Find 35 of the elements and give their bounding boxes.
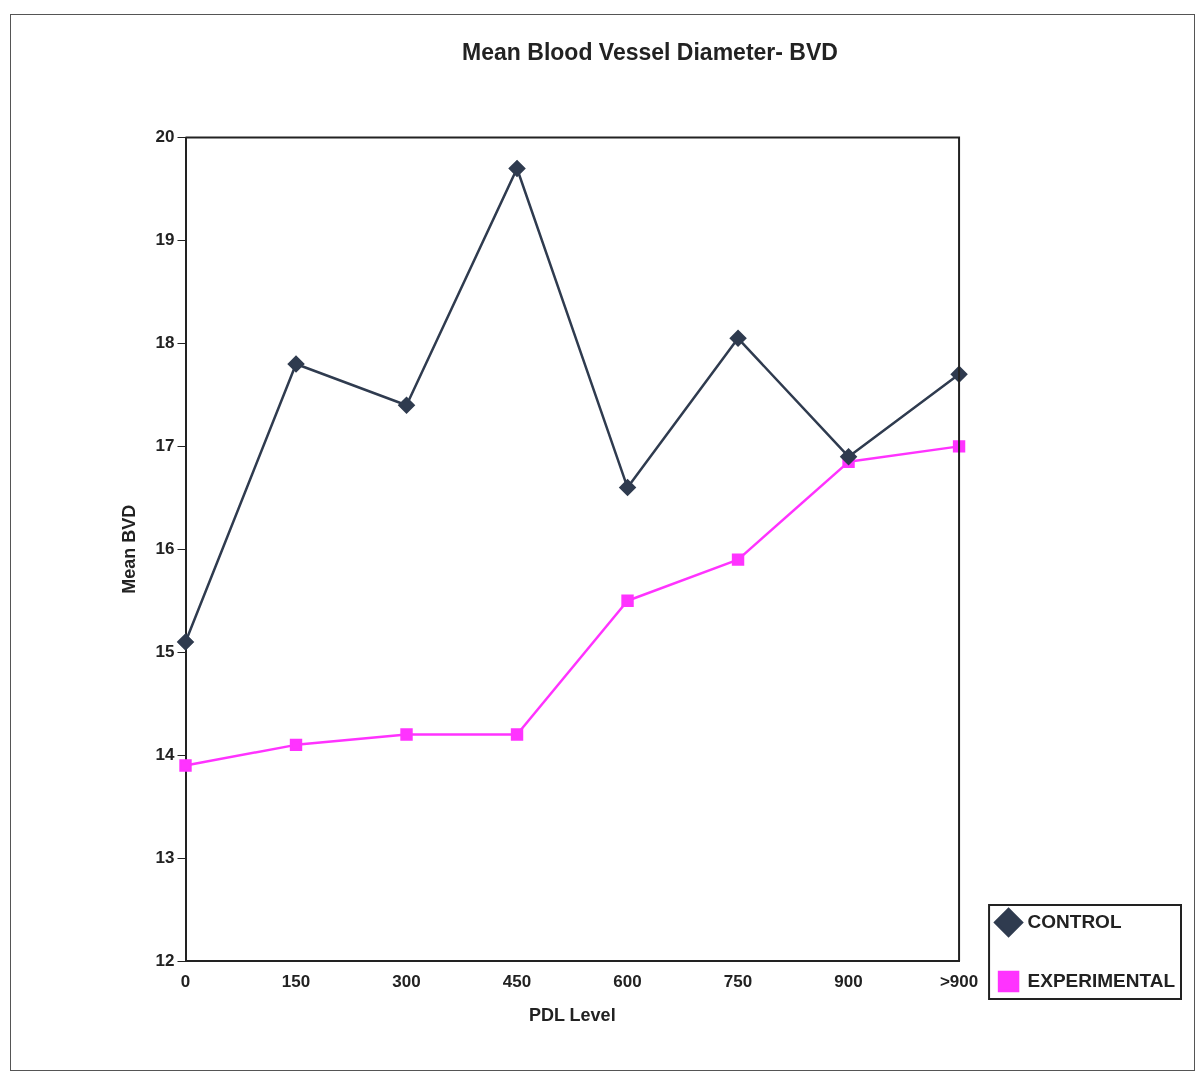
x-tick-label: 450 [502,971,532,991]
point [400,728,413,741]
y-tick-label: 14 [155,744,176,764]
y-tick-label: 15 [155,641,175,661]
point [729,330,747,347]
y-tick-label: 18 [155,333,175,353]
y-axis-title: Mean BVD [118,504,139,594]
x-tick-label: 150 [281,971,311,991]
y-tick-label: 12 [155,950,175,970]
point [731,553,745,566]
x-tick-label: 300 [392,971,421,991]
point [179,759,192,772]
chart-title: Mean Blood Vessel Diameter- BVD [462,39,838,66]
point [177,633,194,651]
x-tick-label: 900 [834,971,863,991]
point [510,728,524,741]
legend-label: EXPERIMENTAL [1027,969,1176,991]
point [398,396,415,414]
point [621,594,634,607]
x-tick-label: 750 [723,971,753,991]
point [287,355,305,373]
x-tick-label: >900 [939,971,979,991]
y-tick-label: 16 [155,538,175,558]
point [619,479,636,496]
x-axis-title: PDL Level [528,1005,616,1026]
legend-label: CONTROL [1027,910,1122,932]
x-tick-label: 600 [613,971,642,991]
point [289,738,303,752]
y-tick-label: 13 [155,847,175,867]
point [508,160,526,177]
y-tick-label: 20 [155,127,175,147]
y-tick-label: 19 [155,230,175,250]
point [840,448,857,465]
x-tick-label: 0 [180,971,191,991]
y-tick-label: 17 [155,436,175,456]
